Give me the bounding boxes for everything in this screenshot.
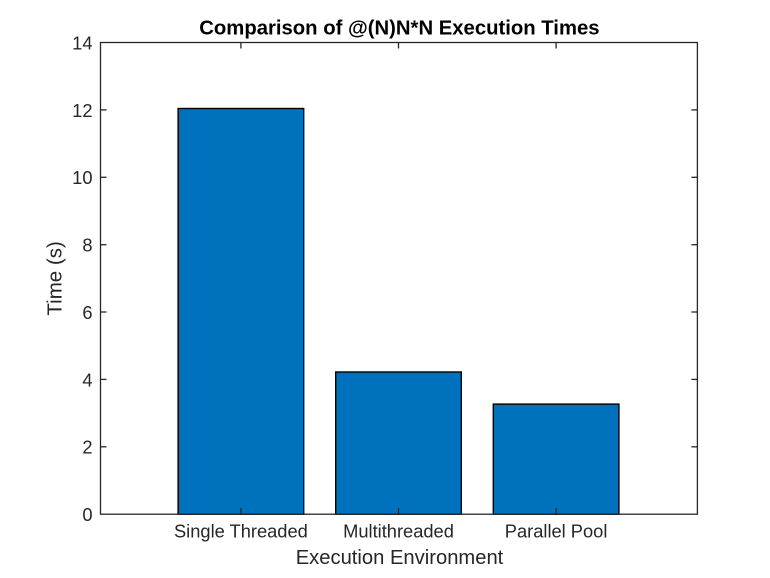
- svg-text:2: 2: [82, 437, 92, 458]
- svg-text:Single Threaded: Single Threaded: [174, 520, 308, 541]
- svg-text:Execution Environment: Execution Environment: [296, 547, 504, 569]
- svg-text:10: 10: [72, 167, 92, 188]
- svg-text:8: 8: [82, 235, 92, 256]
- svg-text:14: 14: [72, 32, 92, 53]
- svg-text:Parallel Pool: Parallel Pool: [505, 520, 608, 541]
- svg-text:Comparison of @(N)N*N Executio: Comparison of @(N)N*N Execution Times: [199, 18, 599, 40]
- svg-text:4: 4: [82, 369, 92, 390]
- svg-text:Time (s): Time (s): [43, 241, 66, 315]
- svg-text:12: 12: [72, 100, 92, 121]
- svg-text:0: 0: [82, 504, 92, 525]
- svg-text:Multithreaded: Multithreaded: [343, 520, 454, 541]
- svg-text:6: 6: [82, 302, 92, 323]
